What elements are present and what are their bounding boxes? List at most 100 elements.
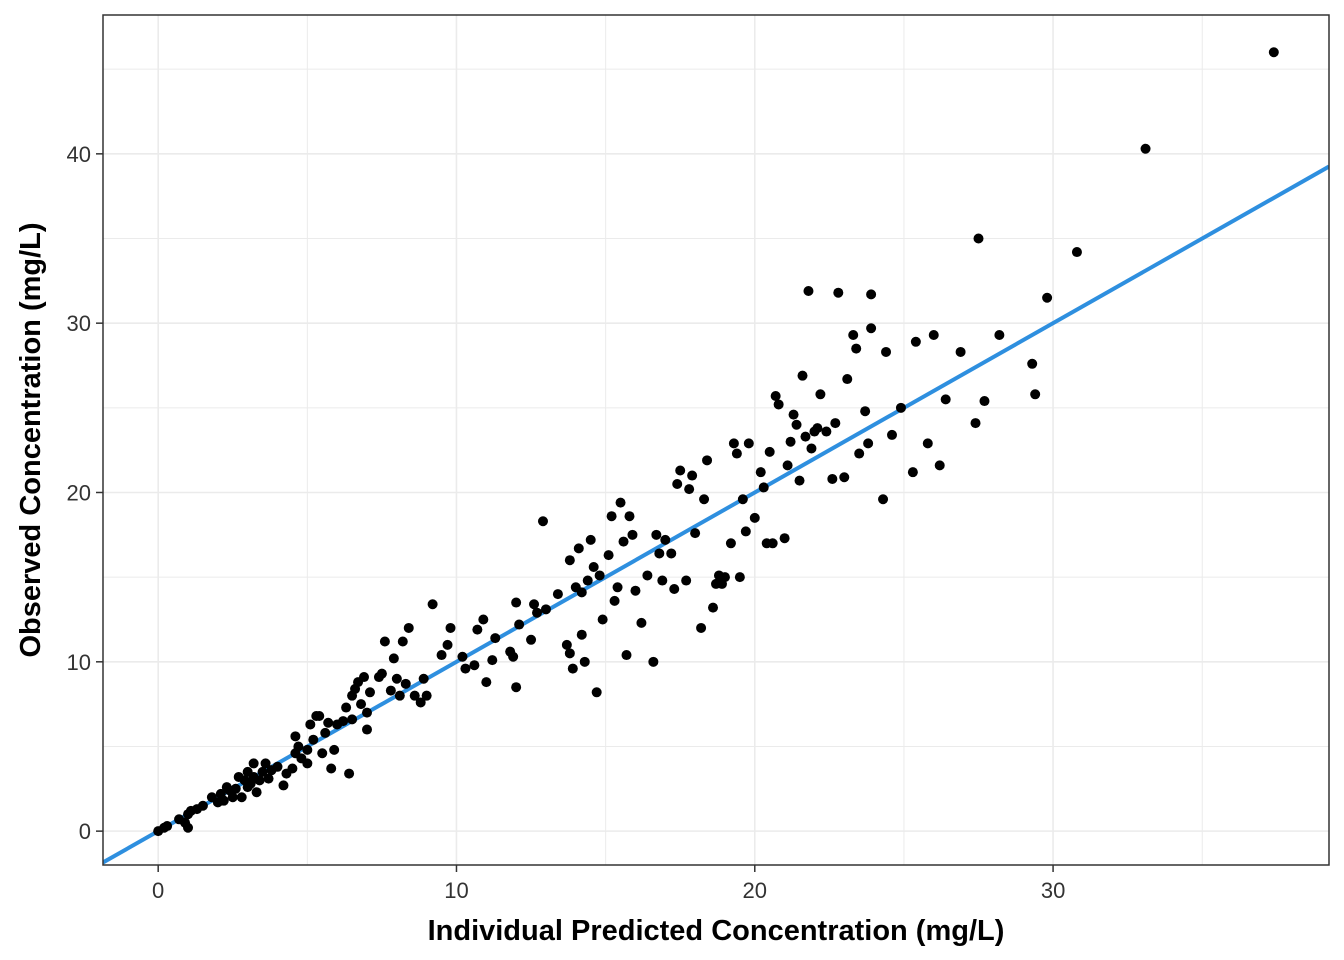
data-point [338, 716, 349, 727]
data-point [672, 479, 683, 490]
data-point [347, 714, 358, 725]
data-point [576, 587, 587, 598]
data-point [648, 656, 659, 667]
data-point [540, 604, 551, 615]
y-tick-label: 10 [67, 650, 91, 675]
data-point [624, 511, 635, 522]
x-tick-label: 20 [743, 878, 767, 903]
data-point [934, 460, 945, 471]
data-point [388, 653, 399, 664]
data-point [743, 438, 754, 449]
data-point [415, 697, 426, 708]
data-point [767, 538, 778, 549]
data-point [827, 473, 838, 484]
data-point [740, 526, 751, 537]
data-point [290, 731, 301, 742]
data-point [567, 663, 578, 674]
data-point [612, 582, 623, 593]
data-point [564, 555, 575, 566]
data-point [326, 763, 337, 774]
data-point [308, 734, 319, 745]
data-point [654, 548, 665, 559]
x-axis-ticks: 0 10 20 30 [152, 865, 1065, 903]
data-point [779, 533, 790, 544]
data-point [881, 346, 892, 357]
data-point [391, 673, 402, 684]
data-point [597, 614, 608, 625]
data-point [478, 614, 489, 625]
data-point [552, 589, 563, 600]
data-point [907, 467, 918, 478]
data-point [508, 651, 519, 662]
data-point [263, 773, 274, 784]
data-point [866, 289, 877, 300]
data-point [630, 585, 641, 596]
data-point [940, 394, 951, 405]
data-point [278, 780, 289, 791]
data-point [445, 622, 456, 633]
data-point [970, 418, 981, 429]
data-point [254, 775, 265, 786]
x-axis-title: Individual Predicted Concentration (mg/L… [428, 915, 1005, 947]
plot-panel [103, 47, 1329, 865]
data-point [409, 690, 420, 701]
data-point [436, 650, 447, 661]
data-point [860, 406, 871, 417]
data-point [609, 595, 620, 606]
y-tick-label: 20 [67, 480, 91, 505]
data-point [403, 622, 414, 633]
panel-border [102, 14, 1330, 866]
data-point [615, 497, 626, 508]
data-point [457, 651, 468, 662]
data-point [895, 402, 906, 413]
data-point [511, 682, 522, 693]
data-point [356, 699, 367, 710]
data-point [197, 800, 208, 811]
data-point [737, 494, 748, 505]
data-point [293, 741, 304, 752]
data-point [910, 336, 921, 347]
data-point [236, 792, 247, 803]
minor-gridlines [103, 15, 1329, 865]
data-point [361, 707, 372, 718]
data-point [251, 787, 262, 798]
identity-line [103, 164, 1329, 865]
data-point [302, 744, 313, 755]
data-point [218, 795, 229, 806]
data-point [329, 744, 340, 755]
data-point [699, 494, 710, 505]
data-point [994, 330, 1005, 341]
data-point [588, 561, 599, 572]
data-point [842, 374, 853, 385]
data-point [681, 575, 692, 586]
data-point [302, 758, 313, 769]
data-point [979, 396, 990, 407]
data-point [621, 650, 632, 661]
data-point [1030, 389, 1041, 400]
data-point [687, 470, 698, 481]
data-point [863, 438, 874, 449]
data-point [657, 575, 668, 586]
data-point [248, 758, 259, 769]
data-point [886, 429, 897, 440]
data-point [666, 548, 677, 559]
data-point [782, 460, 793, 471]
data-point [603, 550, 614, 561]
data-point [618, 536, 629, 547]
data-point [227, 792, 238, 803]
data-point [320, 727, 331, 738]
data-point [1140, 143, 1151, 154]
data-point [839, 472, 850, 483]
data-point [1071, 247, 1082, 258]
data-point [660, 534, 671, 545]
data-points [153, 47, 1279, 837]
data-point [397, 636, 408, 647]
data-point [928, 330, 939, 341]
data-point [627, 529, 638, 540]
data-point [702, 455, 713, 466]
data-point [1027, 358, 1038, 369]
data-point [591, 687, 602, 698]
data-point [800, 431, 811, 442]
data-point [675, 465, 686, 476]
